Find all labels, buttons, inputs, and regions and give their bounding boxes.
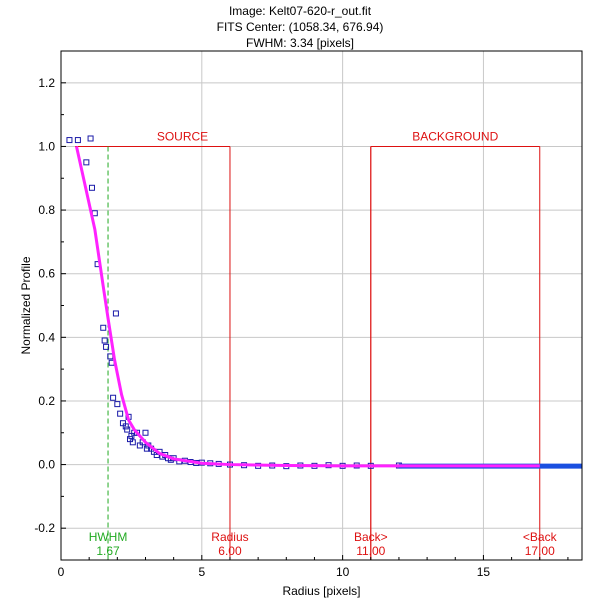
x-tick-label: 5 (198, 565, 205, 579)
data-point (87, 135, 94, 142)
data-point (134, 429, 141, 436)
chart-title-line-3: FWHM: 3.34 [pixels] (245, 36, 355, 50)
marker-value: 11.00 (356, 544, 385, 558)
y-tick-label: 1.0 (38, 139, 55, 153)
data-point (110, 394, 117, 401)
data-point (100, 324, 107, 331)
chart-title-line-1: Image: Kelt07-620-r_out.fit (228, 4, 372, 18)
data-point (114, 401, 121, 408)
data-point (83, 159, 90, 166)
grid-layer (61, 51, 582, 560)
marker-value: 17.00 (525, 544, 555, 558)
data-point (129, 439, 136, 446)
data-point (142, 429, 149, 436)
data-point (122, 423, 129, 430)
aperture-layer (75, 145, 541, 560)
tick-layer (60, 50, 569, 561)
data-point (107, 353, 114, 360)
marker-label: <Back (523, 530, 558, 544)
marker-label: HWHM (89, 530, 128, 544)
y-tick-label: 0.4 (38, 330, 55, 344)
y-tick-label: 0.0 (38, 458, 55, 472)
y-tick-label: 0.2 (38, 394, 55, 408)
data-point (74, 137, 81, 144)
x-tick-label: 0 (58, 565, 65, 579)
marker-label: Radius (211, 530, 248, 544)
marker-value: 6.00 (218, 544, 242, 558)
data-point (117, 410, 124, 417)
marker-label: Back> (354, 530, 388, 544)
x-tick-label: 10 (336, 565, 350, 579)
y-tick-label: 0.8 (38, 203, 55, 217)
fit-line (75, 146, 540, 468)
fit-layer (75, 146, 540, 468)
data-point (124, 426, 131, 433)
plot-frame (60, 50, 583, 561)
data-point (66, 137, 73, 144)
marker-value: 1.67 (96, 544, 120, 558)
y-axis-label: Normalized Profile (19, 256, 33, 354)
region-label: BACKGROUND (412, 129, 498, 143)
data-point (88, 184, 95, 191)
x-axis-label: Radius [pixels] (282, 584, 360, 598)
y-tick-label: 0.6 (38, 267, 55, 281)
data-point (112, 310, 119, 317)
y-tick-label: -0.2 (34, 521, 55, 535)
data-point (103, 343, 110, 350)
x-tick-label: 15 (477, 565, 491, 579)
data-layer (66, 135, 582, 470)
chart-title-line-2: FITS Center: (1058.34, 676.94) (216, 20, 384, 34)
label-layer: 0 5 10 15 -0.2 0.0 0.2 0.4 0.6 0.8 1.0 1.2 Radius [p… (19, 76, 558, 598)
data-point (143, 445, 150, 452)
data-point (101, 337, 108, 344)
region-label: SOURCE (157, 129, 208, 143)
y-tick-label: 1.2 (38, 76, 55, 90)
